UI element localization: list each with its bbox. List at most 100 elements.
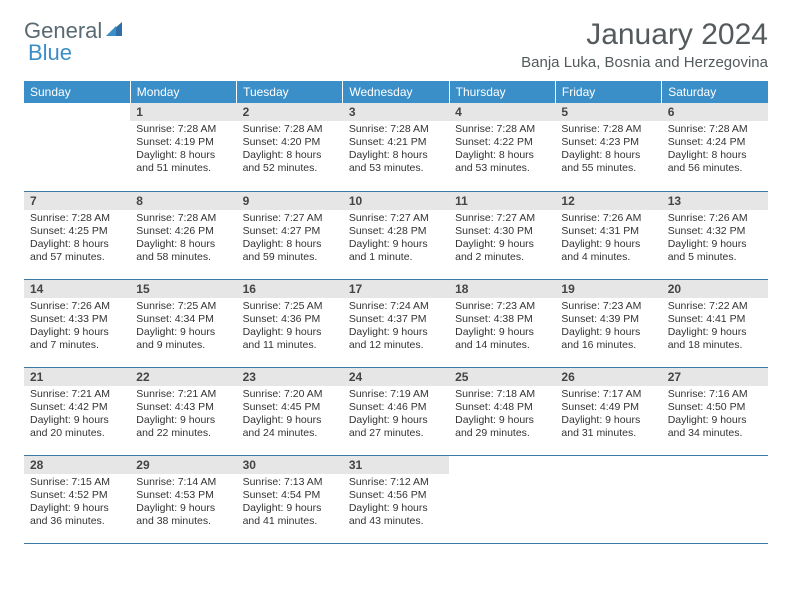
daylight-line1: Daylight: 8 hours — [136, 238, 230, 251]
day-number: 7 — [24, 192, 130, 210]
day-number: 27 — [662, 368, 768, 386]
daylight-line1: Daylight: 9 hours — [136, 326, 230, 339]
weekday-header: Sunday — [24, 81, 130, 103]
calendar-day-cell: 2Sunrise: 7:28 AMSunset: 4:20 PMDaylight… — [237, 103, 343, 191]
calendar-day-cell: 11Sunrise: 7:27 AMSunset: 4:30 PMDayligh… — [449, 191, 555, 279]
calendar-body: 1Sunrise: 7:28 AMSunset: 4:19 PMDaylight… — [24, 103, 768, 543]
day-details: Sunrise: 7:26 AMSunset: 4:32 PMDaylight:… — [662, 210, 768, 269]
calendar-day-cell — [662, 455, 768, 543]
sunrise-text: Sunrise: 7:25 AM — [243, 300, 337, 313]
day-number: 23 — [237, 368, 343, 386]
daylight-line1: Daylight: 9 hours — [455, 414, 549, 427]
day-details: Sunrise: 7:20 AMSunset: 4:45 PMDaylight:… — [237, 386, 343, 445]
daylight-line1: Daylight: 8 hours — [349, 149, 443, 162]
sunrise-text: Sunrise: 7:12 AM — [349, 476, 443, 489]
sunrise-text: Sunrise: 7:26 AM — [30, 300, 124, 313]
calendar-day-cell — [449, 455, 555, 543]
sunset-text: Sunset: 4:23 PM — [561, 136, 655, 149]
day-number: 21 — [24, 368, 130, 386]
sunrise-text: Sunrise: 7:22 AM — [668, 300, 762, 313]
brand-logo-line2: Blue — [28, 40, 72, 66]
daylight-line2: and 57 minutes. — [30, 251, 124, 264]
daylight-line2: and 36 minutes. — [30, 515, 124, 528]
day-number: 24 — [343, 368, 449, 386]
daylight-line1: Daylight: 9 hours — [349, 502, 443, 515]
day-number: 14 — [24, 280, 130, 298]
calendar-week-row: 1Sunrise: 7:28 AMSunset: 4:19 PMDaylight… — [24, 103, 768, 191]
sunset-text: Sunset: 4:53 PM — [136, 489, 230, 502]
calendar-day-cell: 3Sunrise: 7:28 AMSunset: 4:21 PMDaylight… — [343, 103, 449, 191]
sunset-text: Sunset: 4:43 PM — [136, 401, 230, 414]
sunrise-text: Sunrise: 7:28 AM — [349, 123, 443, 136]
day-details: Sunrise: 7:28 AMSunset: 4:24 PMDaylight:… — [662, 121, 768, 180]
sunrise-text: Sunrise: 7:26 AM — [561, 212, 655, 225]
day-number: 10 — [343, 192, 449, 210]
daylight-line2: and 59 minutes. — [243, 251, 337, 264]
daylight-line2: and 41 minutes. — [243, 515, 337, 528]
daylight-line1: Daylight: 9 hours — [30, 414, 124, 427]
sunrise-text: Sunrise: 7:20 AM — [243, 388, 337, 401]
daylight-line1: Daylight: 9 hours — [349, 414, 443, 427]
calendar-week-row: 14Sunrise: 7:26 AMSunset: 4:33 PMDayligh… — [24, 279, 768, 367]
daylight-line1: Daylight: 9 hours — [136, 502, 230, 515]
sunset-text: Sunset: 4:26 PM — [136, 225, 230, 238]
daylight-line2: and 5 minutes. — [668, 251, 762, 264]
sunrise-text: Sunrise: 7:28 AM — [136, 212, 230, 225]
day-details: Sunrise: 7:28 AMSunset: 4:23 PMDaylight:… — [555, 121, 661, 180]
daylight-line2: and 18 minutes. — [668, 339, 762, 352]
daylight-line2: and 14 minutes. — [455, 339, 549, 352]
sunrise-text: Sunrise: 7:15 AM — [30, 476, 124, 489]
sunset-text: Sunset: 4:34 PM — [136, 313, 230, 326]
calendar-day-cell — [555, 455, 661, 543]
sunrise-text: Sunrise: 7:19 AM — [349, 388, 443, 401]
sunset-text: Sunset: 4:48 PM — [455, 401, 549, 414]
day-number: 15 — [130, 280, 236, 298]
day-number: 4 — [449, 103, 555, 121]
daylight-line2: and 2 minutes. — [455, 251, 549, 264]
daylight-line1: Daylight: 9 hours — [668, 326, 762, 339]
sunrise-text: Sunrise: 7:28 AM — [30, 212, 124, 225]
sunrise-text: Sunrise: 7:25 AM — [136, 300, 230, 313]
daylight-line2: and 4 minutes. — [561, 251, 655, 264]
day-number: 8 — [130, 192, 236, 210]
sunset-text: Sunset: 4:20 PM — [243, 136, 337, 149]
sunrise-text: Sunrise: 7:27 AM — [455, 212, 549, 225]
sunrise-text: Sunrise: 7:23 AM — [561, 300, 655, 313]
daylight-line1: Daylight: 8 hours — [668, 149, 762, 162]
day-details: Sunrise: 7:23 AMSunset: 4:39 PMDaylight:… — [555, 298, 661, 357]
sunset-text: Sunset: 4:46 PM — [349, 401, 443, 414]
day-number: 12 — [555, 192, 661, 210]
calendar-day-cell: 26Sunrise: 7:17 AMSunset: 4:49 PMDayligh… — [555, 367, 661, 455]
sunrise-text: Sunrise: 7:26 AM — [668, 212, 762, 225]
day-details: Sunrise: 7:18 AMSunset: 4:48 PMDaylight:… — [449, 386, 555, 445]
day-details: Sunrise: 7:27 AMSunset: 4:30 PMDaylight:… — [449, 210, 555, 269]
day-details: Sunrise: 7:21 AMSunset: 4:43 PMDaylight:… — [130, 386, 236, 445]
daylight-line2: and 38 minutes. — [136, 515, 230, 528]
daylight-line2: and 34 minutes. — [668, 427, 762, 440]
daylight-line1: Daylight: 9 hours — [455, 326, 549, 339]
day-number: 29 — [130, 456, 236, 474]
daylight-line1: Daylight: 9 hours — [30, 502, 124, 515]
daylight-line1: Daylight: 9 hours — [668, 414, 762, 427]
daylight-line2: and 53 minutes. — [455, 162, 549, 175]
daylight-line1: Daylight: 9 hours — [243, 502, 337, 515]
sunrise-text: Sunrise: 7:21 AM — [30, 388, 124, 401]
sunrise-text: Sunrise: 7:28 AM — [243, 123, 337, 136]
daylight-line1: Daylight: 9 hours — [243, 326, 337, 339]
day-details: Sunrise: 7:19 AMSunset: 4:46 PMDaylight:… — [343, 386, 449, 445]
day-number: 5 — [555, 103, 661, 121]
sunset-text: Sunset: 4:27 PM — [243, 225, 337, 238]
location-subtitle: Banja Luka, Bosnia and Herzegovina — [521, 54, 768, 71]
sunset-text: Sunset: 4:50 PM — [668, 401, 762, 414]
sunset-text: Sunset: 4:22 PM — [455, 136, 549, 149]
calendar-day-cell: 30Sunrise: 7:13 AMSunset: 4:54 PMDayligh… — [237, 455, 343, 543]
sunset-text: Sunset: 4:31 PM — [561, 225, 655, 238]
title-block: January 2024 Banja Luka, Bosnia and Herz… — [521, 18, 768, 71]
daylight-line1: Daylight: 9 hours — [30, 326, 124, 339]
sunset-text: Sunset: 4:54 PM — [243, 489, 337, 502]
day-details: Sunrise: 7:28 AMSunset: 4:20 PMDaylight:… — [237, 121, 343, 180]
calendar-day-cell: 13Sunrise: 7:26 AMSunset: 4:32 PMDayligh… — [662, 191, 768, 279]
calendar-day-cell: 22Sunrise: 7:21 AMSunset: 4:43 PMDayligh… — [130, 367, 236, 455]
day-number: 6 — [662, 103, 768, 121]
day-details: Sunrise: 7:13 AMSunset: 4:54 PMDaylight:… — [237, 474, 343, 533]
